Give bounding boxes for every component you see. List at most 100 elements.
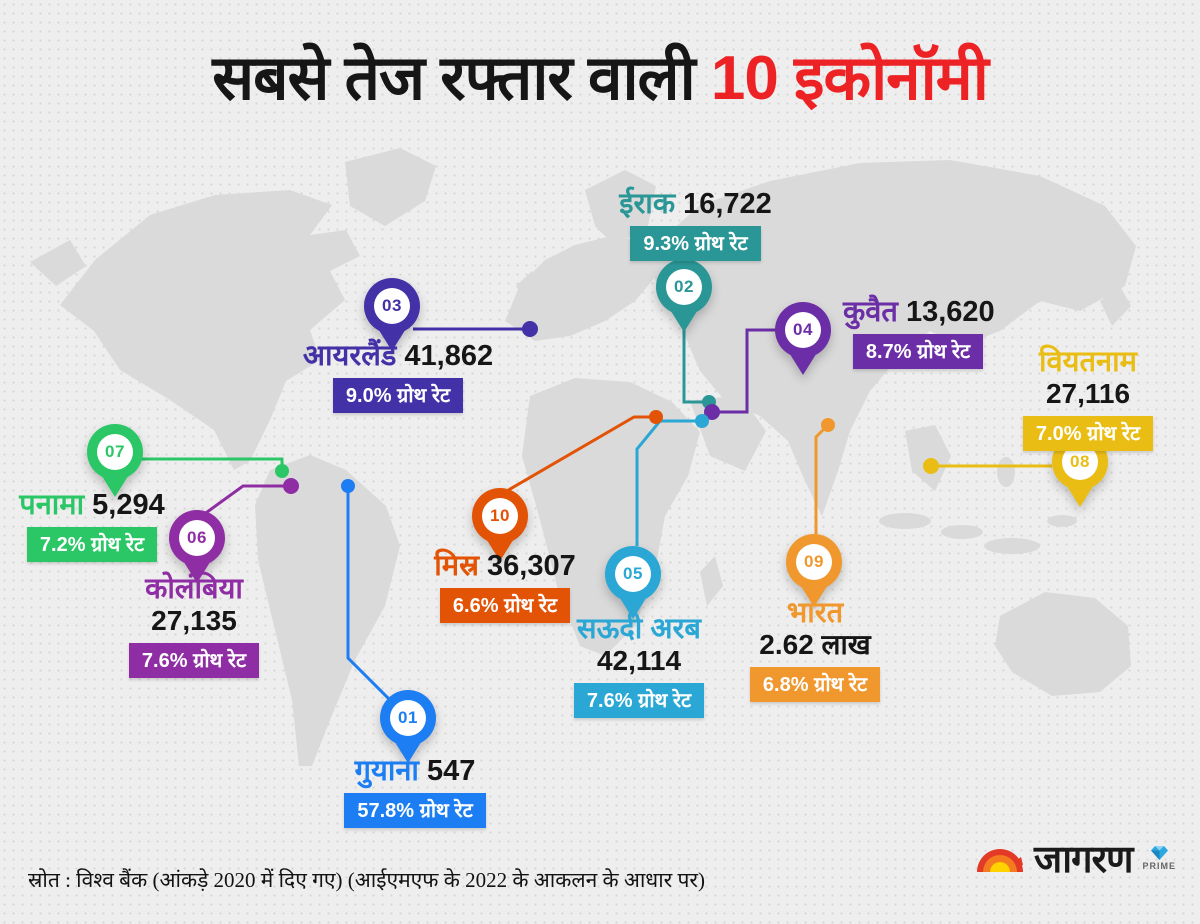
country-name-value: गुयाना 547 [325,756,505,786]
connector-ireland [413,321,538,337]
pin-rank-circle: 05 [615,556,651,592]
country-label-vietnam: वियतनाम 27,116 7.0% ग्रोथ रेट [1012,347,1164,451]
country-name-value: कोलंबिया 27,135 [115,574,273,636]
growth-text: 9.0% ग्रोथ रेट [345,385,451,408]
growth-text: 6.8% ग्रोथ रेट [762,673,868,696]
growth-badge: 57.8% ग्रोथ रेट [344,793,486,829]
growth-text: 9.3% ग्रोथ रेट [643,233,748,256]
country-label-kuwait: कुवैत 13,620 8.7% ग्रोथ रेट [843,296,995,370]
pin-rank-circle: 06 [179,520,215,556]
country-label-guyana: गुयाना 547 57.8% ग्रोथ रेट [325,756,505,829]
pin-rank-number: 04 [793,320,813,339]
pin-rank-circle: 07 [97,434,133,470]
pin-rank-circle: 01 [390,700,426,736]
country-name-value: मिस्र 36,307 [425,551,585,581]
pin-rank-circle: 09 [796,544,832,580]
growth-text: 7.6% ग्रोथ रेट [141,649,247,672]
connector-saudi-arabia [635,414,709,546]
connector-kuwait [704,328,779,420]
country-label-colombia: कोलंबिया 27,135 7.6% ग्रोथ रेट [115,574,273,678]
growth-badge: 7.0% ग्रोथ रेट [1022,415,1154,451]
connector-colombia [202,478,299,517]
map-pin-egypt: 10 [472,488,528,544]
growth-badge: 9.0% ग्रोथ रेट [332,378,464,414]
pin-rank-number: 03 [382,296,402,315]
growth-badge: 7.6% ग्रोथ रेट [573,682,705,718]
page-title: सबसे तेज रफ्तार वाली 10 इकोनॉमी [0,34,1200,118]
country-label-iraq: ईराक 16,722 9.3% ग्रोथ रेट [598,188,793,262]
map-pin-kuwait: 04 [775,302,831,358]
pin-rank-circle: 03 [374,288,410,324]
connector-vietnam [923,458,1052,474]
source-note: स्रोत : विश्व बैंक (आंकड़े 2020 में दिए … [28,868,706,892]
connector-panama [141,457,289,478]
sun-icon [977,849,1024,872]
country-name: मिस्र [434,550,480,582]
growth-text: 57.8% ग्रोथ रेट [357,800,473,823]
country-value: 5,294 [92,489,165,521]
pin-rank-number: 06 [187,528,207,547]
growth-text: 6.6% ग्रोथ रेट [452,595,558,618]
pin-rank-number: 05 [623,564,643,583]
country-label-saudi-arabia: सऊदी अरब 42,114 7.6% ग्रोथ रेट [560,614,718,718]
map-pin-panama: 07 [87,424,143,480]
country-name: सऊदी अरब [577,613,701,645]
connector-india [814,418,835,534]
country-value: 36,307 [487,550,576,582]
pin-rank-number: 02 [674,277,694,296]
country-name: ईराक [619,188,676,220]
growth-badge: 9.3% ग्रोथ रेट [630,226,761,262]
country-name-value: वियतनाम 27,116 [1012,347,1164,409]
country-name: कोलंबिया [145,573,243,605]
growth-text: 8.7% ग्रोथ रेट [865,341,971,364]
country-value: 27,135 [151,605,237,637]
country-name-value: सऊदी अरब 42,114 [560,614,718,676]
country-name-value: भारत 2.62 लाख [736,598,894,660]
pin-rank-circle: 02 [666,269,702,305]
map-pin-colombia: 06 [169,510,225,566]
map-pin-saudi-arabia: 05 [605,546,661,602]
connector-egypt [504,410,663,494]
growth-badge: 7.6% ग्रोथ रेट [128,642,260,678]
growth-text: 7.0% ग्रोथ रेट [1035,422,1141,445]
map-pin-ireland: 03 [364,278,420,334]
country-name: भारत [786,597,844,629]
diamond-icon [1150,845,1168,860]
growth-text: 7.6% ग्रोथ रेट [586,689,692,712]
growth-badge: 8.7% ग्रोथ रेट [852,334,984,370]
country-value: 13,620 [905,296,995,328]
pin-rank-number: 08 [1070,452,1090,471]
map-pin-iraq: 02 [656,259,712,315]
country-name-value: पनामा 5,294 [12,490,172,520]
pin-rank-circle: 10 [482,498,518,534]
country-label-egypt: मिस्र 36,307 6.6% ग्रोथ रेट [425,551,585,624]
prime-mark: PRIME [1142,845,1176,871]
country-name: कुवैत [843,296,898,328]
country-value: 547 [426,755,476,787]
connector-guyana [341,479,392,702]
growth-badge: 6.8% ग्रोथ रेट [749,666,881,702]
growth-text: 7.2% ग्रोथ रेट [39,534,145,557]
growth-badge: 6.6% ग्रोथ रेट [439,588,571,624]
title-highlight: 10 इकोनॉमी [710,44,989,113]
country-name: पनामा [19,489,85,521]
country-label-panama: पनामा 5,294 7.2% ग्रोथ रेट [12,490,172,563]
brand-name: जागरण [1034,839,1133,881]
country-name: आयरलैंड [302,340,397,372]
country-value: 42,114 [596,645,682,677]
title-text: सबसे तेज रफ्तार वाली [212,44,695,113]
country-label-india: भारत 2.62 लाख 6.8% ग्रोथ रेट [736,598,894,702]
map-pin-india: 09 [786,534,842,590]
map-pin-guyana: 01 [380,690,436,746]
pin-rank-number: 01 [398,708,418,727]
pin-rank-number: 10 [490,506,510,525]
country-value: 16,722 [683,188,772,220]
country-name: वियतनाम [1039,346,1137,378]
country-name-value: कुवैत 13,620 [843,296,995,328]
prime-label: PRIME [1142,860,1176,871]
country-name-value: आयरलैंड 41,862 [298,341,498,371]
country-value: 2.62 लाख [759,629,871,661]
pin-rank-circle: 04 [785,312,821,348]
